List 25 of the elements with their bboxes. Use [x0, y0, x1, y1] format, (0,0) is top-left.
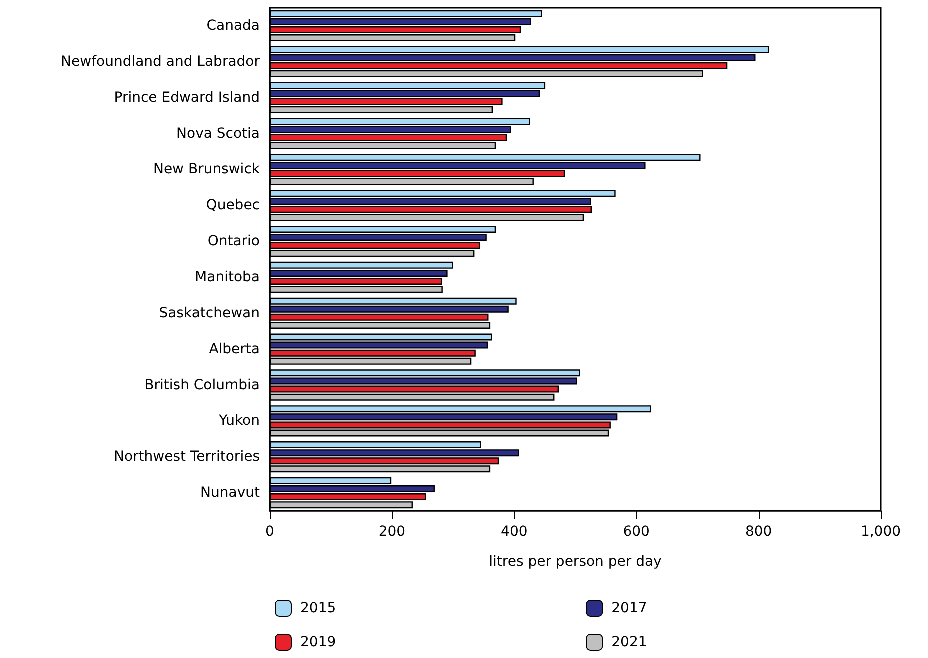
y-tick-label: Nunavut: [200, 485, 261, 502]
y-tick-label: Saskatchewan: [159, 305, 260, 322]
y-tick-label: Prince Edward Island: [114, 90, 260, 106]
y-tick-label: Nova Scotia: [176, 126, 260, 142]
y-tick-label: Canada: [206, 18, 260, 34]
legend-label: 2017: [612, 600, 648, 616]
legend-label: 2019: [300, 634, 336, 650]
legend-label: 2021: [612, 634, 648, 650]
y-tick-label: Alberta: [209, 341, 260, 358]
x-tick-label: 0: [266, 524, 274, 540]
y-tick-label: New Brunswick: [153, 162, 261, 178]
y-tick-label: Newfoundland and Labrador: [61, 54, 260, 70]
x-tick-label: 400: [501, 524, 528, 540]
y-tick-label: Quebec: [206, 198, 260, 214]
y-tick-label: British Columbia: [144, 377, 260, 394]
y-tick-label: Manitoba: [195, 269, 260, 286]
x-tick-label: 800: [745, 524, 772, 540]
y-tick-label: Northwest Territories: [114, 449, 260, 466]
x-tick-label: 600: [623, 524, 650, 540]
x-tick-label: 200: [378, 524, 406, 540]
x-axis-title: litres per person per day: [489, 554, 662, 570]
x-tick-label: 1,000: [860, 524, 902, 540]
y-tick-label: Yukon: [218, 413, 260, 430]
legend-label: 2015: [300, 600, 336, 616]
y-tick-label: Ontario: [208, 234, 260, 250]
